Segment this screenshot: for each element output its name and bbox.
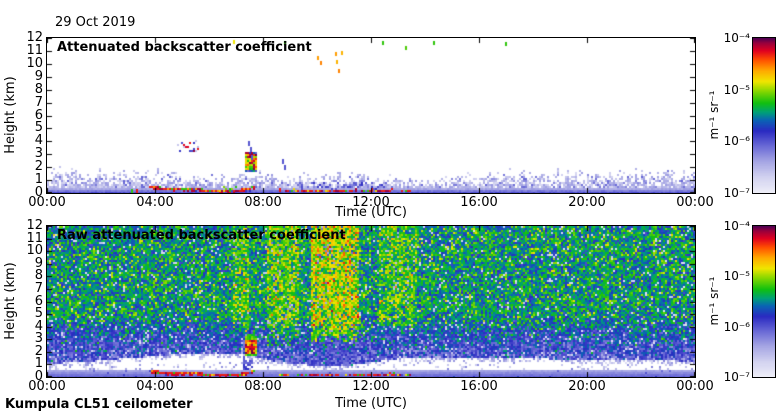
y-tick-label: 9	[34, 69, 43, 84]
x-tick-label: 08:00	[244, 195, 282, 210]
colorbar-tick-label: 10⁻⁷	[723, 370, 750, 384]
colorbar-tick-label: 10⁻⁵	[723, 269, 750, 283]
x-tick-label: 16:00	[460, 379, 498, 394]
colorbar-tick-label: 10⁻⁴	[723, 219, 750, 233]
y-tick-label: 12	[26, 218, 43, 233]
colorbar-tick-label: 10⁻⁶	[723, 134, 750, 148]
x-tick-label: 20:00	[568, 195, 606, 210]
y-tick-label: 5	[34, 306, 43, 321]
y-tick-label: 7	[34, 281, 43, 296]
colorbar-tick-label: 10⁻⁶	[723, 320, 750, 334]
x-tick-label: 00:00	[28, 379, 66, 394]
date-label: 29 Oct 2019	[55, 15, 136, 30]
y-tick-label: 7	[34, 95, 43, 110]
y-tick-label: 8	[34, 82, 43, 97]
y-tick-label: 2	[34, 344, 43, 359]
y-tick-label: 1	[34, 172, 43, 187]
x-tick-label: 00:00	[676, 195, 714, 210]
x-tick-label: 00:00	[676, 379, 714, 394]
x-tick-label: 16:00	[460, 195, 498, 210]
x-tick-label: 08:00	[244, 379, 282, 394]
colorbar-tick-label: 10⁻⁴	[723, 31, 750, 45]
x-tick-label: 12:00	[352, 195, 390, 210]
x-axis-title-bottom: Time (UTC)	[335, 396, 407, 411]
y-tick-label: 10	[26, 243, 43, 258]
y-tick-label: 2	[34, 159, 43, 174]
y-tick-label: 4	[34, 133, 43, 148]
attenuated-heatmap	[46, 37, 696, 194]
x-tick-label: 04:00	[136, 379, 174, 394]
raw-heatmap	[46, 225, 696, 378]
x-tick-label: 12:00	[352, 379, 390, 394]
y-tick-label: 9	[34, 256, 43, 271]
y-tick-label: 0	[34, 369, 43, 384]
y-tick-label: 6	[34, 108, 43, 123]
y-tick-label: 11	[26, 231, 43, 246]
y-tick-label: 6	[34, 294, 43, 309]
panel-title-raw: Raw attenuated backscatter coefficient	[57, 228, 346, 243]
colorbar-gradient-bottom	[752, 225, 776, 378]
instrument-label: Kumpula CL51 ceilometer	[5, 397, 193, 412]
y-tick-label: 4	[34, 319, 43, 334]
panel-title-attenuated: Attenuated backscatter coefficient	[57, 40, 312, 55]
colorbar-gradient-top	[752, 37, 776, 194]
y-tick-label: 1	[34, 356, 43, 371]
x-tick-label: 20:00	[568, 379, 606, 394]
x-tick-label: 04:00	[136, 195, 174, 210]
colorbar-tick-label: 10⁻⁵	[723, 83, 750, 97]
y-tick-label: 0	[34, 185, 43, 200]
colorbar-tick-label: 10⁻⁷	[723, 186, 750, 200]
x-axis-title-top: Time (UTC)	[335, 205, 407, 220]
y-tick-label: 10	[26, 56, 43, 71]
y-tick-label: 12	[26, 30, 43, 45]
y-tick-label: 3	[34, 146, 43, 161]
y-tick-label: 8	[34, 268, 43, 283]
y-tick-label: 11	[26, 43, 43, 58]
x-tick-label: 00:00	[28, 195, 66, 210]
y-tick-label: 3	[34, 331, 43, 346]
y-tick-label: 5	[34, 120, 43, 135]
